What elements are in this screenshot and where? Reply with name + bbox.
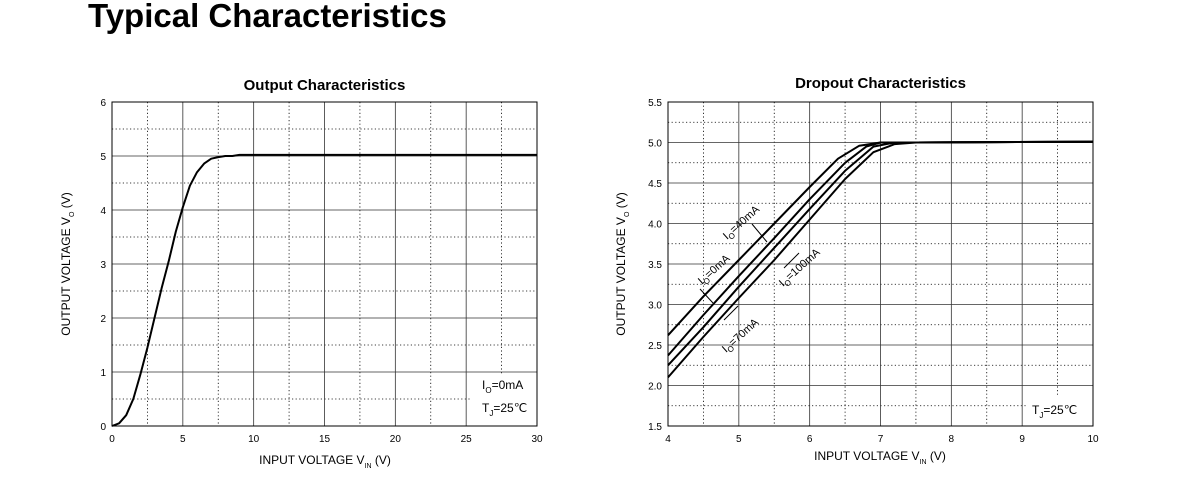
- x-tick-label: 10: [1087, 434, 1099, 445]
- y-tick-label: 1.5: [648, 422, 662, 433]
- series-line-1: [111, 153, 537, 427]
- y-tick-label: 4.0: [648, 220, 662, 231]
- curve-label-leader: [751, 223, 768, 243]
- y-tick-label: 1: [100, 368, 106, 379]
- x-tick-label: 8: [949, 434, 955, 445]
- y-tick-label: 2: [100, 314, 106, 325]
- x-axis-label: INPUT VOLTAGE VIN (V): [814, 449, 946, 466]
- annotation-text: IO=0mA: [482, 378, 523, 395]
- curve-label-leader: [723, 305, 739, 321]
- x-tick-label: 0: [109, 434, 115, 445]
- x-tick-label: 9: [1019, 434, 1025, 445]
- curve-label-leader: [699, 288, 714, 304]
- x-tick-label: 30: [531, 434, 543, 445]
- x-tick-label: 7: [878, 434, 884, 445]
- curve-label-group: IO=100mA: [777, 246, 824, 291]
- y-tick-label: 3.0: [648, 301, 662, 312]
- annotation-bg: [1027, 396, 1091, 424]
- x-tick-label: 25: [461, 434, 473, 445]
- x-tick-label: 15: [319, 434, 331, 445]
- curve-label-group: IO=70mA: [720, 316, 763, 357]
- grid: [667, 101, 1094, 427]
- x-tick-label: 5: [180, 434, 186, 445]
- chart-title: Output Characteristics: [244, 77, 406, 94]
- annotation-text: TJ=25℃: [482, 401, 527, 418]
- page-title: Typical Characteristics: [88, 0, 447, 34]
- y-tick-label: 3: [100, 260, 106, 271]
- curve-label: IO=70mA: [720, 316, 763, 357]
- y-tick-label: 2.5: [648, 341, 662, 352]
- y-tick-label: 5: [100, 152, 106, 163]
- x-tick-label: 6: [807, 434, 813, 445]
- y-tick-label: 4.5: [648, 179, 662, 190]
- y-tick-label: 5.5: [648, 98, 662, 109]
- annotation-bg: [471, 374, 535, 424]
- chart-title: Dropout Characteristics: [795, 75, 966, 92]
- y-tick-label: 3.5: [648, 260, 662, 271]
- plot-frame: [111, 101, 538, 427]
- chart-1: Output Characteristics 0 5 10 15 20 25 30 0 1 2 3 4 5…: [59, 77, 543, 470]
- x-axis-label: INPUT VOLTAGE VIN (V): [259, 453, 391, 470]
- y-axis-label: OUTPUT VOLTAGE VO (V): [614, 192, 631, 336]
- y-tick-label: 2.0: [648, 382, 662, 393]
- x-tick-label: 5: [736, 434, 742, 445]
- y-axis-label: OUTPUT VOLTAGE VO (V): [59, 192, 76, 336]
- chart-2: Dropout Characteristics 4 5 6 7 8 9 10 1.5 2.0 2.5…: [614, 75, 1099, 466]
- y-tick-label: 4: [100, 206, 106, 217]
- curve-label: IO=100mA: [777, 246, 824, 291]
- curve-label-leader: [783, 252, 800, 269]
- y-tick-label: 0: [100, 422, 106, 433]
- x-tick-label: 4: [665, 434, 671, 445]
- series-line-4: [667, 140, 1094, 379]
- annotation-text: TJ=25℃: [1032, 403, 1077, 420]
- x-tick-label: 10: [248, 434, 260, 445]
- x-tick-label: 20: [390, 434, 402, 445]
- plot-frame: [667, 101, 1094, 427]
- y-tick-label: 5.0: [648, 139, 662, 150]
- y-tick-label: 6: [100, 98, 106, 109]
